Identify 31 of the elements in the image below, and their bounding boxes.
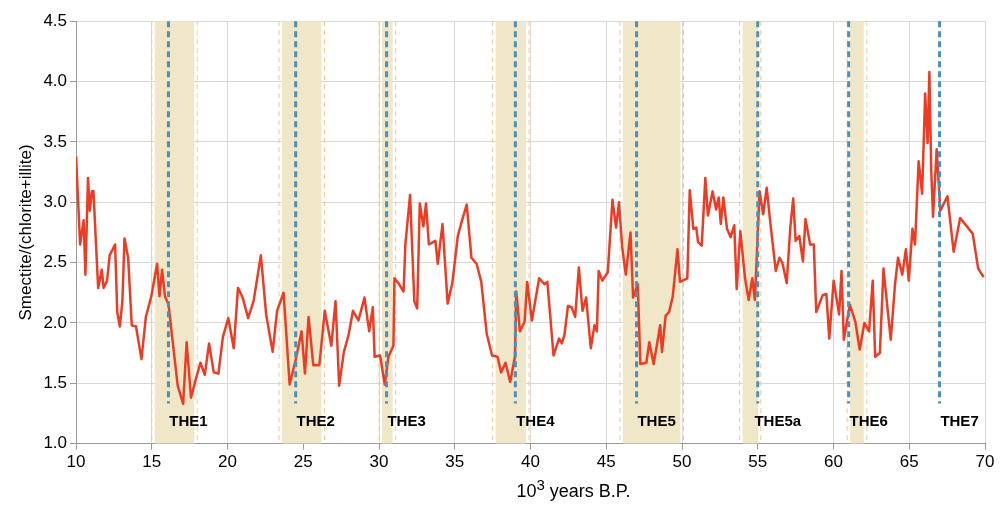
ref-line-label: THE3	[387, 411, 426, 429]
ref-line-label: THE5	[637, 411, 676, 429]
ref-line-label: THE6	[849, 411, 888, 429]
x-tick-label: 70	[975, 452, 995, 472]
x-tick-label: 10	[66, 452, 86, 472]
x-tick-label: 30	[369, 452, 389, 472]
x-tick-label: 55	[748, 452, 768, 472]
x-tick-label: 35	[445, 452, 465, 472]
x-tick-label: 25	[293, 452, 313, 472]
y-axis-title: Smectite/(chlorite+illite)	[15, 144, 35, 321]
x-tick-label: 45	[596, 452, 616, 472]
ref-line-label: THE2	[296, 411, 335, 429]
x-tick-label: 20	[218, 452, 237, 472]
x-axis-title: 10$^{3}$ years B.P.	[515, 476, 632, 502]
y-tick-label: 1.5	[43, 372, 68, 392]
y-tick-label: 4.5	[43, 10, 68, 30]
y-tick-label: 2.5	[43, 252, 68, 272]
y-tick-label: 3.0	[43, 191, 68, 211]
x-tick-label: 50	[672, 452, 692, 472]
x-tick-label: 40	[521, 452, 540, 472]
ref-line-label: THE1	[169, 411, 208, 429]
x-tick-label: 65	[899, 452, 919, 472]
ref-line-label: THE4	[516, 411, 556, 429]
x-tick-label: 60	[824, 452, 843, 472]
x-tick-label: 15	[142, 452, 162, 472]
ref-line-label: THE7	[940, 411, 979, 429]
y-tick-label: 1.0	[43, 433, 68, 453]
y-tick-label: 2.0	[43, 312, 68, 332]
y-tick-label: 3.5	[43, 131, 68, 151]
ref-line-label: THE5a	[754, 411, 802, 429]
y-tick-label: 4.0	[43, 71, 68, 91]
